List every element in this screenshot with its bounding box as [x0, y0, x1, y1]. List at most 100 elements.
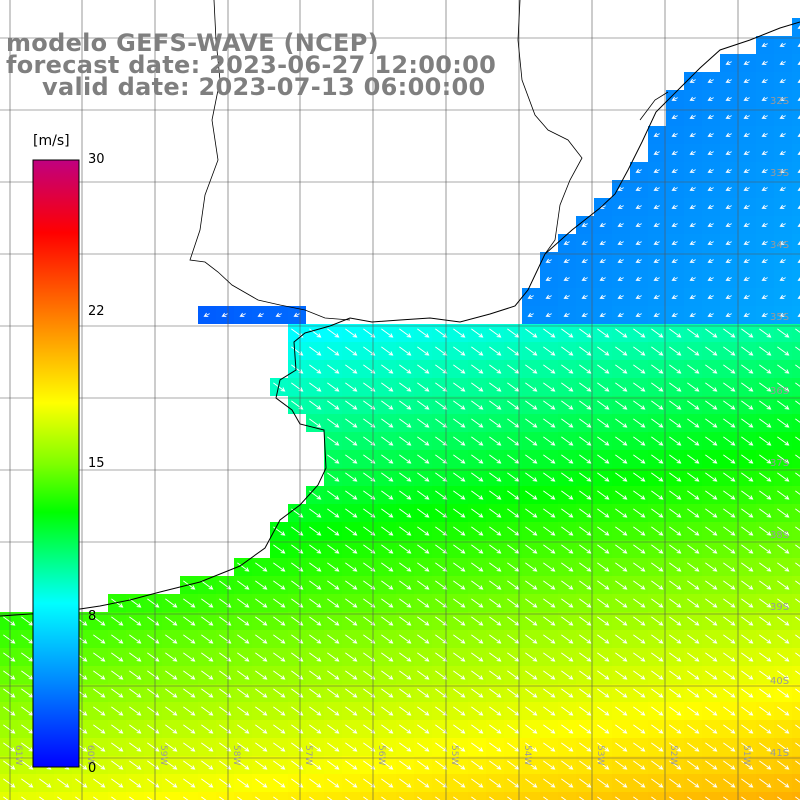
wind-arrow: [743, 132, 750, 137]
wind-arrow: [345, 544, 358, 554]
wind-arrow: [417, 508, 430, 518]
wind-arrow: [435, 382, 448, 392]
wind-arrow: [561, 634, 574, 644]
wind-arrow: [671, 276, 678, 281]
wind-arrow: [705, 742, 718, 752]
wind-arrow: [111, 778, 124, 788]
wind-arrow: [453, 598, 466, 608]
wind-arrow: [597, 526, 610, 536]
wind-arrow: [525, 328, 538, 338]
wind-arrow: [507, 454, 520, 464]
wind-arrow: [579, 760, 592, 770]
wind-arrow: [653, 204, 660, 209]
wind-arrow: [581, 258, 588, 263]
wind-arrow: [543, 400, 556, 410]
longitude-label: 57W: [303, 745, 313, 765]
wind-arrow: [93, 652, 106, 662]
wind-arrow: [435, 346, 448, 356]
wind-speed-cell: [306, 792, 324, 800]
wind-arrow: [669, 472, 682, 482]
wind-arrow: [633, 796, 639, 800]
longitude-label: 52W: [668, 745, 678, 765]
wind-arrow: [93, 706, 106, 716]
wind-arrow: [201, 688, 214, 698]
wind-arrow: [633, 418, 646, 428]
wind-arrow: [309, 724, 322, 734]
wind-arrow: [147, 706, 160, 716]
wind-arrow: [543, 472, 556, 482]
wind-arrow: [525, 760, 538, 770]
wind-arrow: [381, 742, 394, 752]
wind-arrow: [669, 616, 682, 626]
wind-arrow: [507, 472, 520, 482]
wind-arrow: [615, 598, 628, 608]
wind-speed-cell: [792, 720, 800, 738]
wind-arrow: [453, 724, 466, 734]
wind-arrow: [723, 382, 736, 392]
wind-arrow: [617, 222, 624, 227]
wind-arrow: [237, 760, 250, 770]
wind-arrow: [543, 760, 556, 770]
wind-arrow: [563, 312, 570, 317]
wind-arrow: [435, 490, 448, 500]
wind-arrow: [435, 526, 448, 536]
wind-arrow: [417, 544, 430, 554]
wind-arrow: [777, 688, 790, 698]
wind-arrow: [761, 240, 768, 245]
wind-arrow: [399, 472, 412, 482]
wind-arrow: [615, 472, 628, 482]
wind-arrow: [579, 490, 592, 500]
wind-arrow: [111, 724, 124, 734]
wind-arrow: [489, 436, 502, 446]
wind-arrow: [653, 168, 660, 173]
wind-arrow: [777, 526, 790, 536]
wind-arrow: [471, 346, 484, 356]
wind-arrow: [381, 724, 394, 734]
wind-arrow: [57, 778, 70, 788]
wind-arrow: [597, 634, 610, 644]
wind-arrow: [617, 186, 624, 191]
wind-arrow: [489, 346, 502, 356]
wind-arrow: [653, 258, 660, 263]
wind-arrow: [221, 312, 228, 317]
wind-arrow: [525, 526, 538, 536]
wind-arrow: [417, 598, 430, 608]
wind-arrow: [795, 652, 800, 657]
wind-arrow: [705, 400, 718, 410]
wind-arrow: [543, 580, 556, 590]
wind-arrow: [759, 598, 772, 608]
wind-arrow: [201, 670, 214, 680]
wind-arrow: [417, 490, 430, 500]
wind-arrow: [651, 328, 664, 338]
wind-arrow: [633, 454, 646, 464]
wind-arrow: [489, 526, 502, 536]
wind-arrow: [669, 706, 682, 716]
wind-arrow: [453, 616, 466, 626]
wind-arrow: [777, 490, 790, 500]
wind-arrow: [471, 472, 484, 482]
wind-arrow: [777, 796, 783, 800]
wind-arrow: [759, 418, 772, 428]
wind-arrow: [525, 436, 538, 446]
wind-arrow: [561, 400, 574, 410]
wind-speed-cell: [792, 414, 800, 432]
wind-arrow: [633, 778, 646, 788]
wind-arrow: [777, 364, 790, 374]
wind-arrow: [237, 688, 250, 698]
wind-speed-cell: [792, 108, 800, 126]
wind-arrow: [129, 706, 142, 716]
wind-arrow: [471, 616, 484, 626]
wind-arrow: [651, 796, 657, 800]
wind-arrow: [615, 580, 628, 590]
wind-arrow: [327, 418, 340, 428]
wind-arrow: [507, 562, 520, 572]
wind-arrow: [237, 724, 250, 734]
wind-arrow: [147, 634, 160, 644]
wind-arrow: [795, 688, 800, 693]
wind-arrow: [741, 490, 754, 500]
wind-arrow: [327, 616, 340, 626]
wind-arrow: [561, 526, 574, 536]
wind-arrow: [597, 328, 610, 338]
wind-arrow: [669, 742, 682, 752]
wind-arrow: [743, 150, 750, 155]
